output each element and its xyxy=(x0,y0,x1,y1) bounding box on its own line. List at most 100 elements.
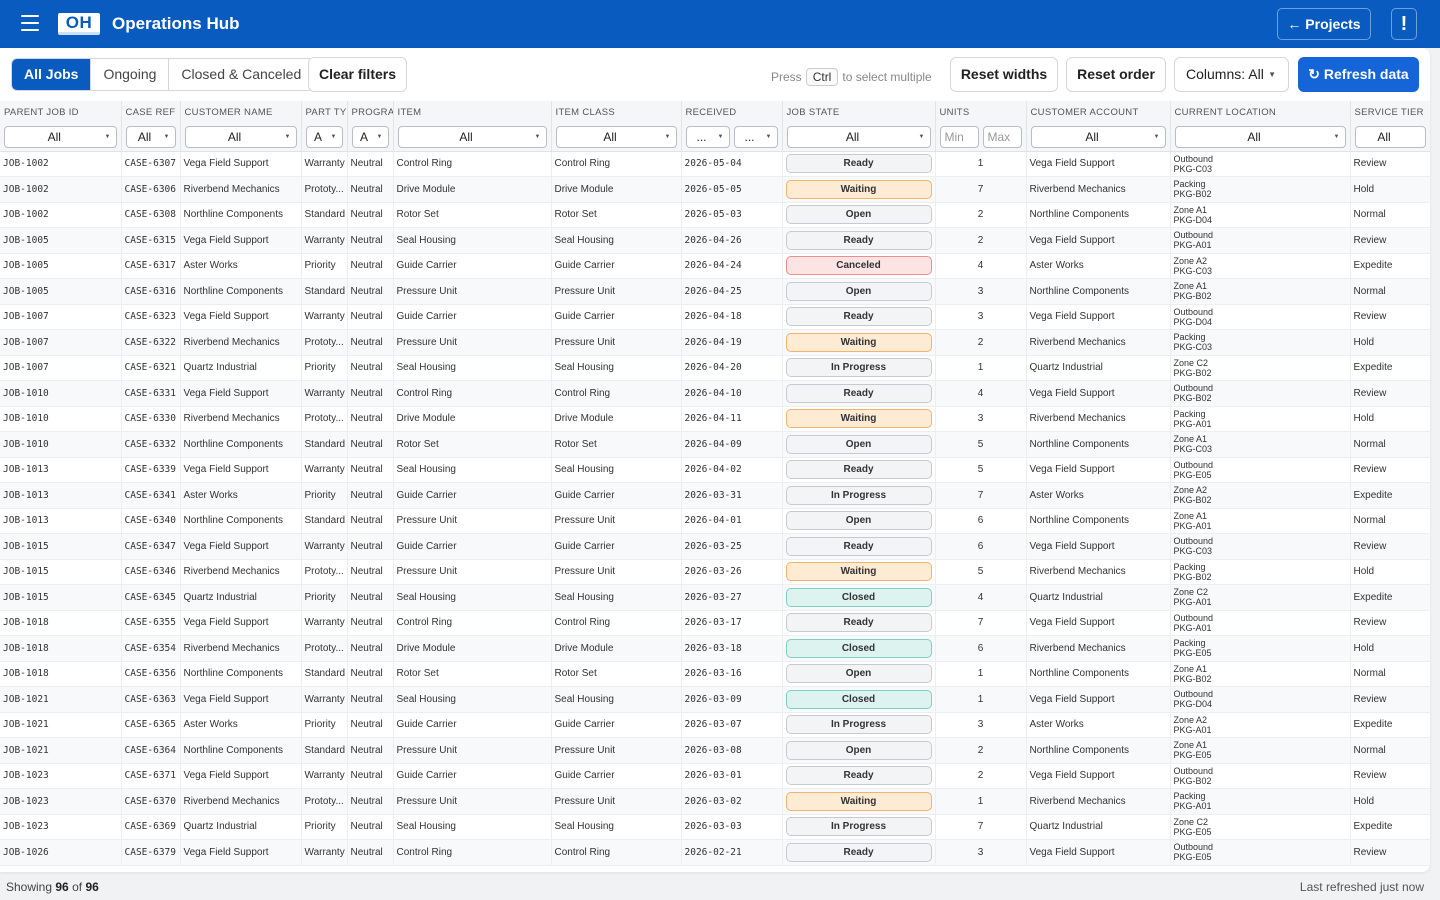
cell-customer-name: Northline Components xyxy=(180,431,302,458)
cell-item-class: Seal Housing xyxy=(551,686,682,713)
cell-customer-account: Vega Field Support xyxy=(1026,839,1171,866)
column-header[interactable]: SERVICE TIER xyxy=(1350,101,1430,123)
filter-received-from[interactable]: ... ▼ xyxy=(685,125,730,148)
tab-ongoing[interactable]: Ongoing xyxy=(91,59,170,90)
cell-item: Seal Housing xyxy=(393,227,552,254)
table-row[interactable]: JOB-1021 CASE-6365 Aster Works Priority Neut… xyxy=(0,712,1430,738)
job-state-badge: In Progress xyxy=(785,817,932,837)
job-state-badge: Open xyxy=(785,511,932,531)
table-row[interactable]: JOB-1010 CASE-6331 Vega Field Support Warra… xyxy=(0,380,1430,407)
table-row[interactable]: JOB-1007 CASE-6323 Vega Field Support Warra… xyxy=(0,304,1430,330)
cell-case-ref: CASE-6356 xyxy=(121,661,181,687)
column-header[interactable]: CASE REF xyxy=(121,101,181,123)
filter-units-max[interactable]: Max xyxy=(982,125,1022,148)
cell-received: 2026-04-10 xyxy=(681,380,783,407)
column-header[interactable]: ITEM xyxy=(393,101,552,123)
filter-item[interactable]: All ▼ xyxy=(397,125,547,148)
column-header[interactable]: CURRENT LOCATION xyxy=(1170,101,1351,123)
table-row[interactable]: JOB-1013 CASE-6340 Northline Components Sta… xyxy=(0,508,1430,534)
tab-closed-canceled[interactable]: Closed & Canceled xyxy=(181,66,302,82)
cell-units: 2 xyxy=(935,737,1027,764)
filter-units-min[interactable]: Min xyxy=(939,125,979,148)
filter-job-state[interactable]: All ▼ xyxy=(786,125,931,148)
table-row[interactable]: JOB-1018 CASE-6355 Vega Field Support Warra… xyxy=(0,610,1430,636)
table-row[interactable]: JOB-1013 CASE-6341 Aster Works Priority Neut… xyxy=(0,482,1430,509)
cell-received: 2026-04-24 xyxy=(681,253,783,279)
table-row[interactable]: JOB-1023 CASE-6371 Vega Field Support Warra… xyxy=(0,763,1430,789)
cell-part-type: Standard xyxy=(301,661,348,687)
projects-button[interactable]: ← Projects xyxy=(1277,8,1371,40)
table-row[interactable]: JOB-1015 CASE-6345 Quartz Industrial Priori… xyxy=(0,584,1430,611)
table-row[interactable]: JOB-1002 CASE-6307 Vega Field Support Warra… xyxy=(0,151,1430,177)
table-row[interactable]: JOB-1018 CASE-6354 Riverbend Mechanics Prot… xyxy=(0,635,1430,662)
table-row[interactable]: JOB-1007 CASE-6321 Quartz Industrial Priori… xyxy=(0,355,1430,381)
filter-customer-name[interactable]: All ▼ xyxy=(184,125,297,148)
column-header[interactable]: CUSTOMER ACCOUNT xyxy=(1026,101,1171,123)
table-row[interactable]: JOB-1021 CASE-6363 Vega Field Support Warra… xyxy=(0,686,1430,713)
jobs-grid: PARENT JOB ID CASE REF CUSTOMER NAME PART T… xyxy=(0,101,1430,872)
filter-received-to[interactable]: ... ▼ xyxy=(733,125,778,148)
column-header[interactable]: ITEM CLASS xyxy=(551,101,682,123)
location-package: PKG-A01 xyxy=(1173,597,1212,608)
table-row[interactable]: JOB-1015 CASE-6346 Riverbend Mechanics Prot… xyxy=(0,559,1430,585)
column-header[interactable]: CUSTOMER NAME xyxy=(180,101,302,123)
table-row[interactable]: JOB-1010 CASE-6330 Riverbend Mechanics Prot… xyxy=(0,406,1430,432)
table-row[interactable]: JOB-1002 CASE-6308 Northline Components Sta… xyxy=(0,202,1430,228)
filter-item-class[interactable]: All ▼ xyxy=(555,125,677,148)
filter-case-ref[interactable]: All ▼ xyxy=(125,125,176,148)
refresh-data-button[interactable]: ↻ Refresh data xyxy=(1298,57,1419,92)
table-row[interactable]: JOB-1002 CASE-6306 Riverbend Mechanics Prot… xyxy=(0,176,1430,203)
cell-units: 3 xyxy=(935,712,1027,738)
column-header[interactable]: PROGRAM xyxy=(347,101,394,123)
column-header[interactable]: RECEIVED xyxy=(681,101,783,123)
column-header[interactable]: JOB STATE xyxy=(782,101,936,123)
columns-dropdown[interactable]: Columns: All ▼ xyxy=(1174,57,1289,92)
cell-case-ref: CASE-6379 xyxy=(121,839,181,866)
tab-all-jobs[interactable]: All Jobs xyxy=(12,59,92,90)
table-row[interactable]: JOB-1026 CASE-6379 Vega Field Support Warra… xyxy=(0,839,1430,866)
job-state-cell: Waiting xyxy=(782,559,936,585)
cell-program: Neutral xyxy=(347,533,394,560)
filter-part-type[interactable]: A ▼ xyxy=(305,125,343,148)
table-row[interactable]: JOB-1005 CASE-6316 Northline Components Sta… xyxy=(0,278,1430,305)
table-row[interactable]: JOB-1007 CASE-6322 Riverbend Mechanics Prot… xyxy=(0,329,1430,356)
column-header[interactable]: PART TYPE xyxy=(301,101,348,123)
cell-customer-name: Northline Components xyxy=(180,508,302,534)
filter-customer-account[interactable]: All ▼ xyxy=(1030,125,1166,148)
cell-item-class: Pressure Unit xyxy=(551,559,682,585)
filter-current-location[interactable]: All ▼ xyxy=(1174,125,1346,148)
job-view-tabs: All Jobs Ongoing Closed & Canceled xyxy=(11,58,315,91)
column-header[interactable]: PARENT JOB ID xyxy=(0,101,122,123)
clear-filters-button[interactable]: Clear filters xyxy=(308,57,407,92)
location-package: PKG-D04 xyxy=(1173,214,1213,225)
cell-customer-account: Vega Field Support xyxy=(1026,380,1171,407)
hamburger-menu-icon[interactable] xyxy=(21,15,39,33)
table-row[interactable]: JOB-1010 CASE-6332 Northline Components Sta… xyxy=(0,431,1430,458)
table-row[interactable]: JOB-1023 CASE-6369 Quartz Industrial Priori… xyxy=(0,814,1430,840)
ctrl-key-badge: Ctrl xyxy=(805,68,839,86)
cell-parent-job-id: JOB-1015 xyxy=(0,559,122,585)
cell-item: Guide Carrier xyxy=(393,304,552,330)
table-row[interactable]: JOB-1021 CASE-6364 Northline Components Sta… xyxy=(0,737,1430,764)
job-state-cell: Waiting xyxy=(782,788,936,815)
reset-order-button[interactable]: Reset order xyxy=(1066,57,1166,92)
cell-item-class: Control Ring xyxy=(551,610,682,636)
table-row[interactable]: JOB-1013 CASE-6339 Vega Field Support Warra… xyxy=(0,457,1430,483)
location-zone: Outbound xyxy=(1173,459,1214,470)
table-row[interactable]: JOB-1015 CASE-6347 Vega Field Support Warra… xyxy=(0,533,1430,560)
alert-button[interactable]: ! xyxy=(1391,8,1417,40)
cell-units: 7 xyxy=(935,814,1027,840)
table-row[interactable]: JOB-1018 CASE-6356 Northline Components Sta… xyxy=(0,661,1430,687)
table-row[interactable]: JOB-1005 CASE-6315 Vega Field Support Warra… xyxy=(0,227,1430,254)
reset-widths-button[interactable]: Reset widths xyxy=(950,57,1058,92)
location-package: PKG-A01 xyxy=(1173,240,1212,251)
filter-program[interactable]: A ▼ xyxy=(351,125,389,148)
cell-parent-job-id: JOB-1023 xyxy=(0,763,122,789)
cell-units: 3 xyxy=(935,278,1027,305)
filter-parent-job-id[interactable]: All ▼ xyxy=(4,125,117,148)
column-header[interactable]: UNITS xyxy=(935,101,1027,123)
filter-service-tier[interactable]: All xyxy=(1354,125,1426,148)
table-row[interactable]: JOB-1005 CASE-6317 Aster Works Priority Neut… xyxy=(0,253,1430,279)
table-row[interactable]: JOB-1023 CASE-6370 Riverbend Mechanics Prot… xyxy=(0,788,1430,815)
cell-service-tier: Expedite xyxy=(1350,712,1430,738)
